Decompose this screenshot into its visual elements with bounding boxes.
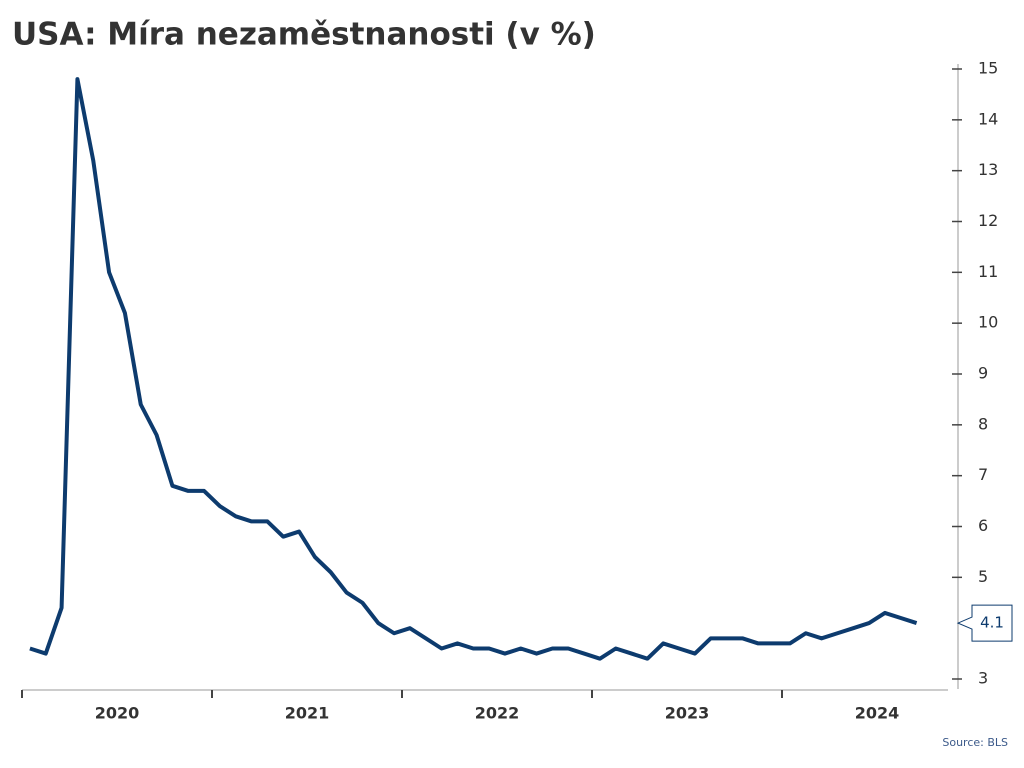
value-callout	[956, 604, 1013, 642]
y-tick-label: 15	[978, 59, 998, 78]
y-tick-label: 7	[978, 465, 988, 484]
value-label: 4.1	[980, 614, 1004, 632]
y-tick-label: 6	[978, 516, 988, 535]
y-tick-label: 13	[978, 160, 998, 179]
source: Source: BLS	[942, 736, 1008, 749]
x-tick-label: 2021	[285, 704, 330, 723]
y-tick-label: 8	[978, 414, 988, 433]
y-tick-label: 11	[978, 262, 998, 281]
y-tick-label: 14	[978, 109, 998, 128]
y-tick-label: 12	[978, 211, 998, 230]
y-tick-label: 10	[978, 313, 998, 332]
y-tick-label: 9	[978, 364, 988, 383]
chart-title: USA: Míra nezaměstnanosti (v %)	[12, 17, 596, 53]
line	[29, 77, 918, 661]
x-tick-label: 2020	[95, 704, 140, 723]
x-tick-label: 2023	[665, 704, 710, 723]
y-tick-label: 3	[978, 669, 988, 688]
x-tick-label: 2022	[475, 704, 520, 723]
x-tick-label: 2024	[855, 704, 900, 723]
y-tick-label: 5	[978, 567, 988, 586]
